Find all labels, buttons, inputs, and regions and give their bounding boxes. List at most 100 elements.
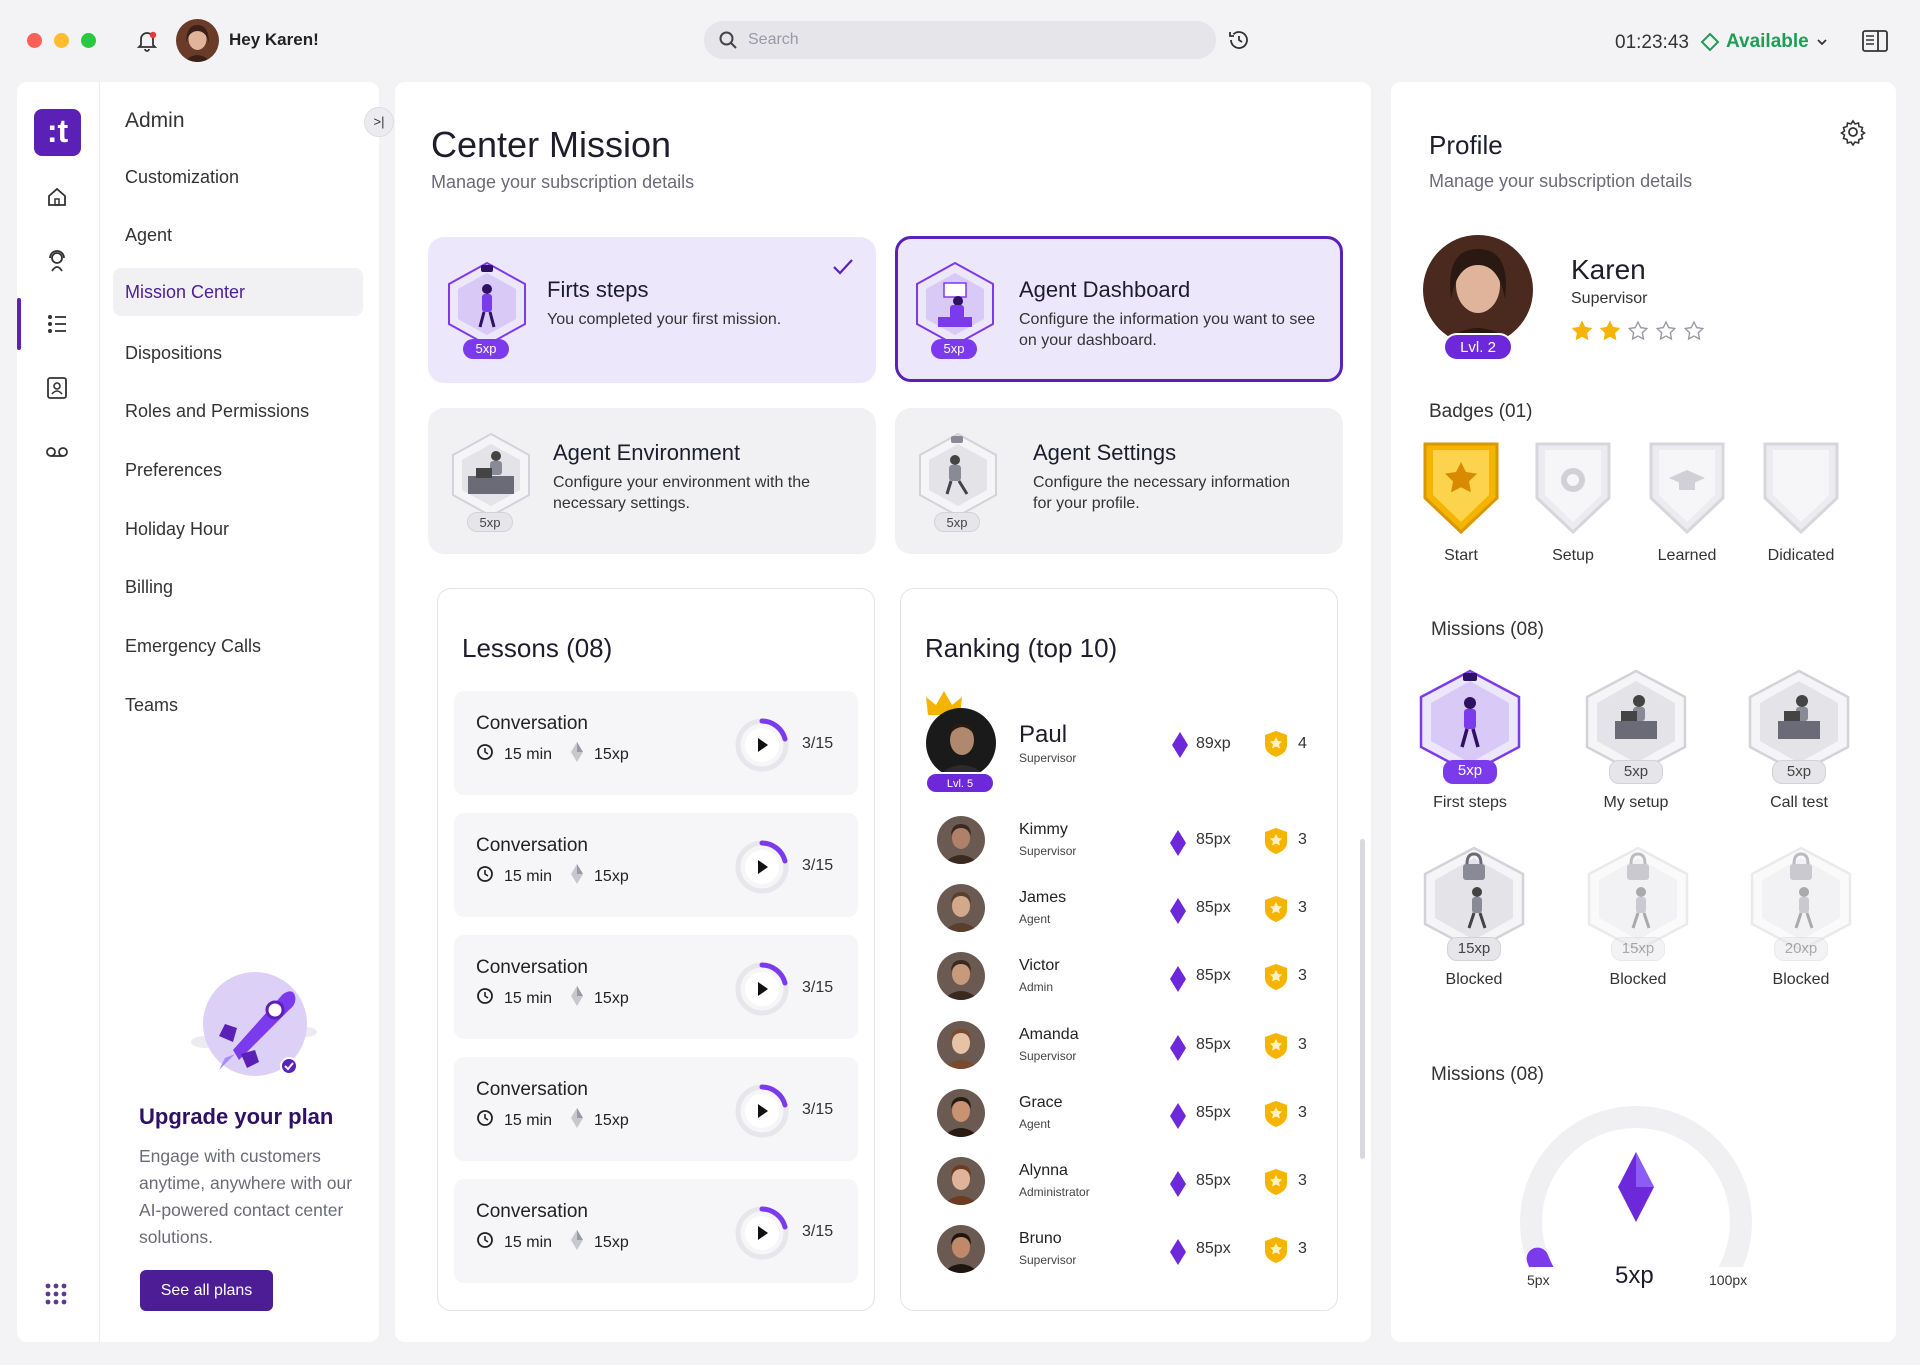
profile-avatar[interactable] — [1423, 235, 1533, 345]
ranking-row[interactable]: Kimmy Supervisor 85px 3 — [901, 809, 1339, 869]
see-all-plans-button[interactable]: See all plans — [140, 1270, 273, 1311]
app-logo[interactable]: :t — [34, 109, 81, 156]
voicemail-icon[interactable] — [42, 437, 72, 467]
lesson-meta: 15 min 15xp — [476, 741, 629, 768]
ranking-row[interactable]: Alynna Administrator 85px 3 — [901, 1150, 1339, 1210]
upgrade-title: Upgrade your plan — [139, 1104, 334, 1129]
ranking-row[interactable]: Victor Admin 85px 3 — [901, 945, 1339, 1005]
lesson-play-button[interactable] — [734, 1205, 790, 1266]
ranking-row[interactable]: Grace Agent 85px 3 — [901, 1082, 1339, 1142]
menu-item-customization[interactable]: Customization — [125, 167, 240, 187]
ranking-leader[interactable]: Lvl. 5 Paul Supervisor 89xp 4 — [901, 689, 1339, 794]
badge-shield-icon — [1263, 894, 1289, 929]
xp-pill: 15xp — [1447, 937, 1501, 961]
lesson-progress: 3/15 — [802, 1223, 834, 1240]
xp-gem-icon — [1169, 965, 1187, 998]
contacts-icon[interactable] — [42, 373, 72, 403]
ranking-badge-count: 3 — [1298, 1240, 1307, 1258]
menu-item-teams[interactable]: Teams — [125, 695, 179, 715]
diamond-status-icon — [1700, 32, 1720, 52]
mission-card-agent-settings[interactable]: 5xp Agent Settings Configure the necessa… — [895, 408, 1343, 554]
missions-gauge — [1520, 1105, 1752, 1267]
mission-label: Blocked — [1772, 971, 1830, 988]
menu-item-emergency-calls[interactable]: Emergency Calls — [125, 636, 262, 656]
ranking-xp: 85px — [1196, 899, 1231, 917]
mission-badge[interactable]: 5xp First steps — [1405, 667, 1535, 812]
ranking-badge-count: 3 — [1298, 899, 1307, 917]
mission-label: Call test — [1770, 794, 1828, 811]
menu-item-agent[interactable]: Agent — [125, 225, 173, 245]
xp-diamond-icon — [570, 741, 584, 768]
mission-list-icon[interactable] — [42, 309, 72, 339]
availability-dropdown[interactable]: Available — [1700, 31, 1829, 53]
lesson-item[interactable]: Conversation 15 min 15xp 3/15 — [454, 691, 858, 795]
ranking-xp: 85px — [1196, 1240, 1231, 1258]
close-window-button[interactable] — [27, 33, 42, 48]
mission-card-agent-environment[interactable]: 5xp Agent Environment Configure your env… — [428, 408, 876, 554]
lesson-item[interactable]: Conversation 15 min 15xp 3/15 — [454, 813, 858, 917]
window-controls — [27, 33, 96, 48]
search-bar[interactable] — [704, 21, 1216, 59]
lesson-item[interactable]: Conversation 15 min 15xp 3/15 — [454, 1179, 858, 1283]
menu-item-billing[interactable]: Billing — [125, 577, 174, 597]
mission-badge[interactable]: 5xp Call test — [1734, 667, 1864, 812]
menu-item-holiday-hour[interactable]: Holiday Hour — [125, 519, 230, 539]
badge-star[interactable]: Start — [1406, 440, 1516, 565]
xp-gem-icon — [1172, 732, 1188, 758]
lesson-duration: 15 min — [504, 867, 553, 885]
mission-title: Agent Dashboard — [1019, 277, 1191, 302]
gear-icon[interactable] — [1839, 118, 1867, 151]
lesson-item[interactable]: Conversation 15 min 15xp 3/15 — [454, 1057, 858, 1161]
center-scrollbar[interactable] — [1360, 839, 1365, 1159]
menu-item-roles-permissions[interactable]: Roles and Permissions — [125, 401, 310, 421]
user-avatar[interactable] — [176, 19, 219, 62]
profile-role: Supervisor — [1571, 290, 1648, 307]
badge-shield-icon — [1263, 1235, 1289, 1270]
ranking-row[interactable]: James Agent 85px 3 — [901, 877, 1339, 937]
xp-diamond-icon — [570, 1229, 584, 1256]
notification-bell-icon[interactable] — [134, 28, 160, 54]
lesson-name: Conversation — [476, 713, 588, 734]
badge-cap[interactable]: Learned — [1632, 440, 1742, 565]
ranking-row[interactable]: Bruno Supervisor 85px 3 — [901, 1218, 1339, 1278]
menu-item-mission-center[interactable]: Mission Center — [113, 268, 363, 316]
mission-badge[interactable]: 5xp My setup — [1571, 667, 1701, 812]
mission-card-first-steps[interactable]: 5xp Firts steps You completed your first… — [428, 237, 876, 383]
badge-label: Learned — [1657, 547, 1717, 564]
ranking-xp: 85px — [1196, 967, 1231, 985]
lesson-play-button[interactable] — [734, 961, 790, 1022]
mission-title: Firts steps — [547, 277, 649, 302]
badge-blank[interactable]: Didicated — [1746, 440, 1856, 565]
mission-badge[interactable]: 15xp Blocked — [1573, 844, 1703, 989]
xp-gem-icon — [1169, 1238, 1187, 1271]
menu-item-dispositions[interactable]: Dispositions — [125, 343, 223, 363]
ranking-role: Admin — [1019, 980, 1054, 995]
support-agent-icon[interactable] — [42, 246, 72, 276]
submenu-title: Admin — [125, 109, 185, 132]
badge-gear[interactable]: Setup — [1518, 440, 1628, 565]
home-icon[interactable] — [42, 182, 72, 212]
avatar — [937, 1020, 985, 1069]
maximize-window-button[interactable] — [81, 33, 96, 48]
clock-icon — [476, 865, 494, 888]
menu-item-preferences[interactable]: Preferences — [125, 460, 223, 480]
ranking-xp: 85px — [1196, 1035, 1231, 1053]
lesson-play-button[interactable] — [734, 1083, 790, 1144]
xp-diamond-icon — [570, 985, 584, 1012]
ranking-badge-count: 3 — [1298, 831, 1307, 848]
search-input[interactable] — [748, 21, 1198, 59]
ranking-row[interactable]: Amanda Supervisor 85px 3 — [901, 1014, 1339, 1074]
xp-diamond-icon — [570, 863, 584, 890]
history-icon[interactable] — [1227, 28, 1251, 57]
mission-badge[interactable]: 20xp Blocked — [1736, 844, 1866, 989]
collapse-sidebar-button[interactable]: >| — [364, 107, 394, 137]
mission-badge[interactable]: 15xp Blocked — [1409, 844, 1539, 989]
apps-grid-icon[interactable] — [44, 1282, 68, 1311]
lesson-play-button[interactable] — [734, 839, 790, 900]
lesson-play-button[interactable] — [734, 717, 790, 778]
side-panel-toggle-icon[interactable] — [1862, 29, 1888, 58]
lesson-item[interactable]: Conversation 15 min 15xp 3/15 — [454, 935, 858, 1039]
minimize-window-button[interactable] — [54, 33, 69, 48]
mission-title: Agent Settings — [1033, 440, 1177, 465]
mission-card-agent-dashboard[interactable]: 5xp Agent Dashboard Configure the inform… — [895, 236, 1343, 382]
